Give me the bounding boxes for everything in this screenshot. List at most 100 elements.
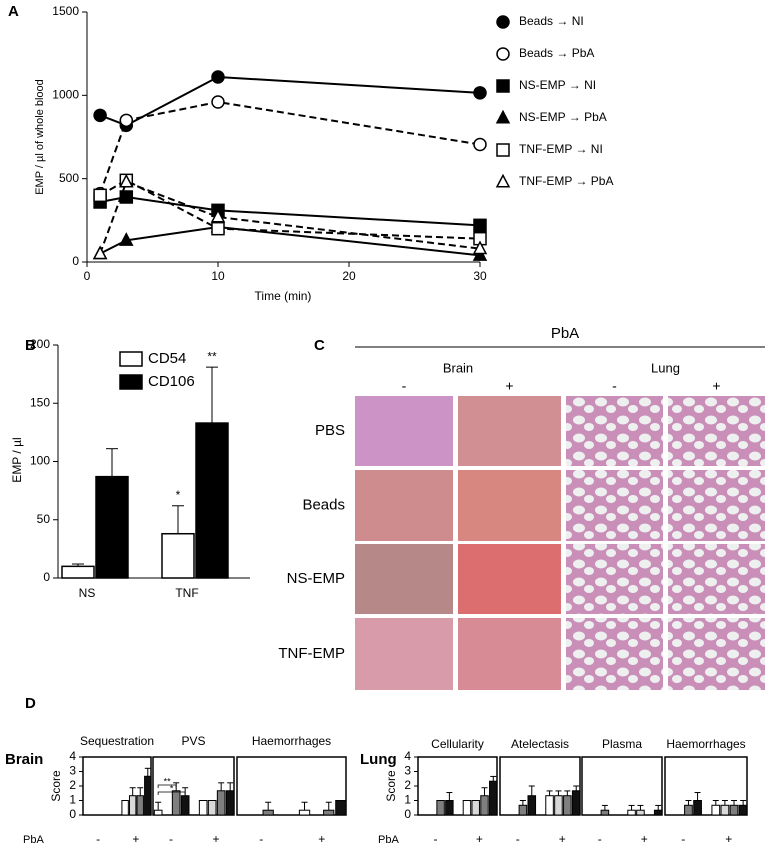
x-tick-label: + (641, 832, 648, 846)
y-tick-label: 150 (30, 395, 50, 409)
x-tick-label: 10 (211, 269, 225, 283)
tissue-label: Brain (443, 360, 473, 375)
bar (684, 804, 693, 816)
micrograph (566, 396, 663, 466)
bar (136, 795, 144, 816)
bar (225, 790, 235, 816)
bar (298, 809, 311, 816)
significance: ** (164, 776, 172, 786)
y-tick-label: 3 (404, 764, 411, 778)
x-tick-label: + (476, 832, 483, 846)
series-line (99, 195, 481, 227)
legend-label: TNF-EMP → NI (519, 142, 603, 156)
bar (153, 809, 163, 816)
micrograph (458, 470, 561, 541)
bar (195, 422, 229, 579)
micrograph (355, 396, 453, 466)
y-tick-label: 0 (72, 254, 79, 268)
x-tick-label: + (132, 832, 139, 846)
significance-bracket (157, 784, 177, 788)
bar (489, 780, 498, 816)
row-label: PBS (315, 422, 345, 439)
bar (600, 809, 610, 816)
group-title: Sequestration (80, 734, 154, 748)
bar (571, 790, 581, 816)
condition-label: - (612, 378, 617, 394)
y-tick-label: 1000 (52, 88, 79, 102)
micrograph (355, 544, 453, 614)
legend-label: NS-EMP → PbA (519, 110, 607, 124)
micrograph (566, 470, 663, 541)
chart-title: Brain (5, 751, 43, 768)
legend-swatch (119, 351, 143, 367)
y-axis-label: Score (384, 770, 398, 802)
bar (711, 804, 721, 816)
bar (121, 800, 129, 816)
y-axis-label: EMP / µl (10, 437, 24, 482)
bar (171, 790, 181, 816)
x-tick-label: + (725, 832, 732, 846)
bar (653, 809, 663, 816)
x-tick-label: + (559, 832, 566, 846)
bar (161, 532, 195, 579)
group-title: PVS (181, 734, 205, 748)
x-tick-label: 0 (84, 269, 91, 283)
marker (473, 86, 487, 100)
series-line (99, 100, 481, 195)
group-box (664, 756, 748, 816)
micrograph (566, 544, 663, 614)
marker (93, 188, 107, 203)
group-title: Cellularity (431, 737, 484, 751)
y-tick-label: 200 (30, 337, 50, 351)
y-tick-label: 50 (37, 512, 51, 526)
series-line (99, 179, 481, 240)
marker (472, 247, 488, 261)
significance: * (176, 488, 181, 502)
legend-marker (495, 173, 511, 188)
group-box (236, 756, 347, 816)
legend-label: CD54 (148, 350, 186, 367)
y-tick-label: 1 (69, 793, 76, 807)
legend-label: TNF-EMP → PbA (519, 174, 613, 188)
bar (636, 809, 645, 816)
x-axis-label: PbA (23, 834, 44, 846)
bar (554, 795, 563, 816)
micrograph (668, 544, 765, 614)
bar (216, 790, 226, 816)
condition-label: + (712, 378, 720, 394)
bar (262, 809, 274, 816)
bar (61, 565, 95, 579)
bar (471, 800, 480, 816)
group-box (152, 756, 235, 816)
legend-marker (496, 79, 510, 93)
group-title: Atelectasis (511, 737, 569, 751)
panel-label: A (8, 3, 19, 20)
x-tick-label: + (212, 832, 219, 846)
x-tick-label: - (259, 832, 263, 846)
x-axis-label: Time (min) (255, 289, 312, 303)
series-line (99, 180, 481, 255)
legend-marker (496, 47, 510, 61)
panel-label: D (25, 695, 36, 712)
x-tick-label: 30 (473, 269, 487, 283)
y-tick-label: 4 (404, 749, 411, 763)
bar (729, 804, 739, 816)
marker (473, 218, 487, 233)
micrograph (668, 618, 765, 690)
bar (527, 795, 537, 816)
x-tick-label: + (318, 832, 325, 846)
bar (144, 775, 152, 816)
micrograph (458, 396, 561, 466)
marker (92, 245, 108, 260)
marker (472, 240, 488, 255)
micrograph (668, 396, 765, 466)
bar (563, 795, 572, 816)
group-title: Plasma (602, 737, 642, 751)
y-tick-label: 0 (69, 807, 76, 821)
marker (119, 232, 134, 246)
bar (518, 804, 528, 816)
group-title: Haemorrhages (252, 734, 331, 748)
condition-label: + (505, 378, 513, 394)
micrograph (355, 470, 453, 541)
panel-label: B (25, 337, 36, 354)
